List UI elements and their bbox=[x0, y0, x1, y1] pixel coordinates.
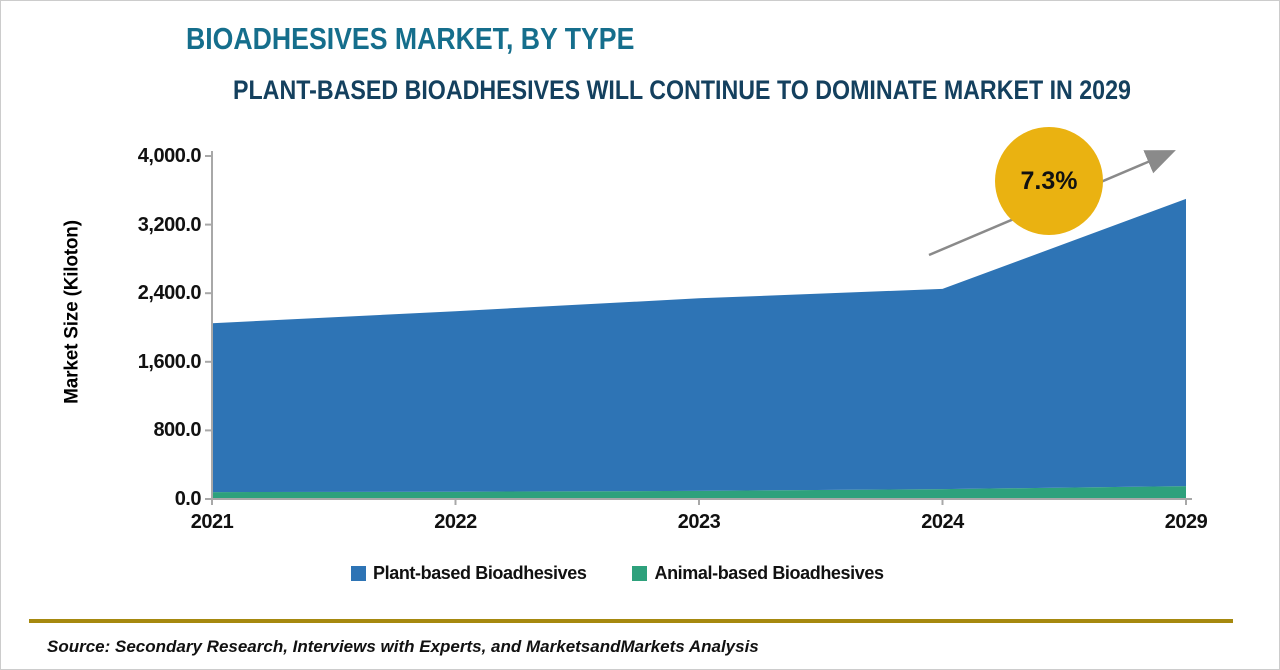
gold-divider-line bbox=[29, 619, 1233, 623]
growth-rate-value: 7.3% bbox=[1020, 166, 1078, 195]
x-tick-label: 2024 bbox=[921, 511, 964, 533]
y-tick-label: 4,000.0 bbox=[137, 145, 202, 167]
y-tick-label: 1,600.0 bbox=[137, 350, 202, 373]
plant-based-swatch-icon bbox=[351, 566, 366, 581]
chart-subtitle: PLANT-BASED BIOADHESIVES WILL CONTINUE T… bbox=[233, 75, 1131, 105]
y-tick-label: 3,200.0 bbox=[137, 213, 202, 236]
axes-group bbox=[205, 151, 1192, 505]
area-series-group bbox=[212, 198, 1186, 499]
y-tick-label: 0.0 bbox=[174, 488, 202, 510]
animal-based-swatch-icon bbox=[632, 566, 648, 581]
page-title: BIOADHESIVES MARKET, BY TYPE bbox=[186, 21, 635, 56]
x-tick-label: 2029 bbox=[1164, 511, 1208, 533]
legend-item-animal-based: Animal-based Bioadhesives bbox=[632, 563, 884, 584]
y-tick-label: 800.0 bbox=[153, 419, 201, 442]
chart-legend: Plant-based Bioadhesives Animal-based Bi… bbox=[351, 563, 884, 584]
x-tick-label: 2021 bbox=[190, 511, 234, 533]
x-tick-label: 2022 bbox=[434, 511, 477, 533]
source-note: Source: Secondary Research, Interviews w… bbox=[47, 637, 759, 656]
area-animal-based-bioadhesives bbox=[212, 486, 1186, 499]
area-plant-based-bioadhesives bbox=[212, 198, 1186, 493]
y-tick-label: 2,400.0 bbox=[137, 282, 202, 305]
legend-label: Plant-based Bioadhesives bbox=[373, 563, 587, 583]
growth-rate-badge: 7.3% bbox=[995, 127, 1103, 235]
legend-item-plant-based: Plant-based Bioadhesives bbox=[351, 563, 587, 584]
x-tick-label: 2023 bbox=[677, 511, 721, 533]
legend-label: Animal-based Bioadhesives bbox=[654, 563, 884, 583]
